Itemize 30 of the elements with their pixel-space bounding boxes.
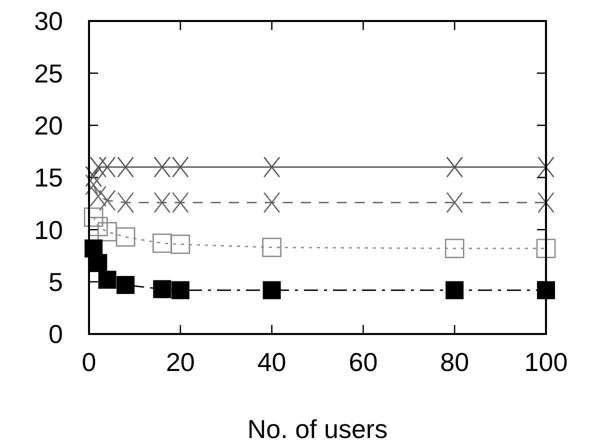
- point: [98, 222, 117, 242]
- y-tick-label: 10: [34, 214, 63, 245]
- y-tick-label: 15: [34, 162, 63, 193]
- point: [170, 234, 190, 254]
- x-tick-label: 60: [348, 347, 378, 377]
- point: [116, 276, 135, 294]
- x-tick-label: 80: [440, 347, 470, 377]
- point: [88, 216, 108, 236]
- point: [116, 227, 136, 247]
- x-tick-label: 0: [82, 347, 96, 377]
- point: [98, 270, 116, 289]
- point: [171, 281, 190, 300]
- point: [444, 238, 464, 258]
- point: [536, 238, 556, 258]
- point: [537, 281, 555, 300]
- x-tick-label: 20: [166, 347, 195, 377]
- y-tick-label: 5: [48, 266, 63, 297]
- x-axis-title: No. of users: [247, 414, 388, 444]
- point: [446, 281, 464, 300]
- y-tick-label: 25: [34, 58, 63, 88]
- point: [84, 207, 104, 227]
- y-tick-label: 30: [34, 6, 63, 36]
- point: [152, 234, 172, 253]
- x-tick-label: 40: [257, 347, 286, 377]
- point: [153, 280, 172, 298]
- point: [262, 238, 282, 258]
- y-tick-label: 0: [48, 319, 63, 350]
- y-tick-label: 20: [34, 110, 63, 140]
- point: [262, 281, 281, 300]
- x-tick-label: 100: [524, 347, 568, 377]
